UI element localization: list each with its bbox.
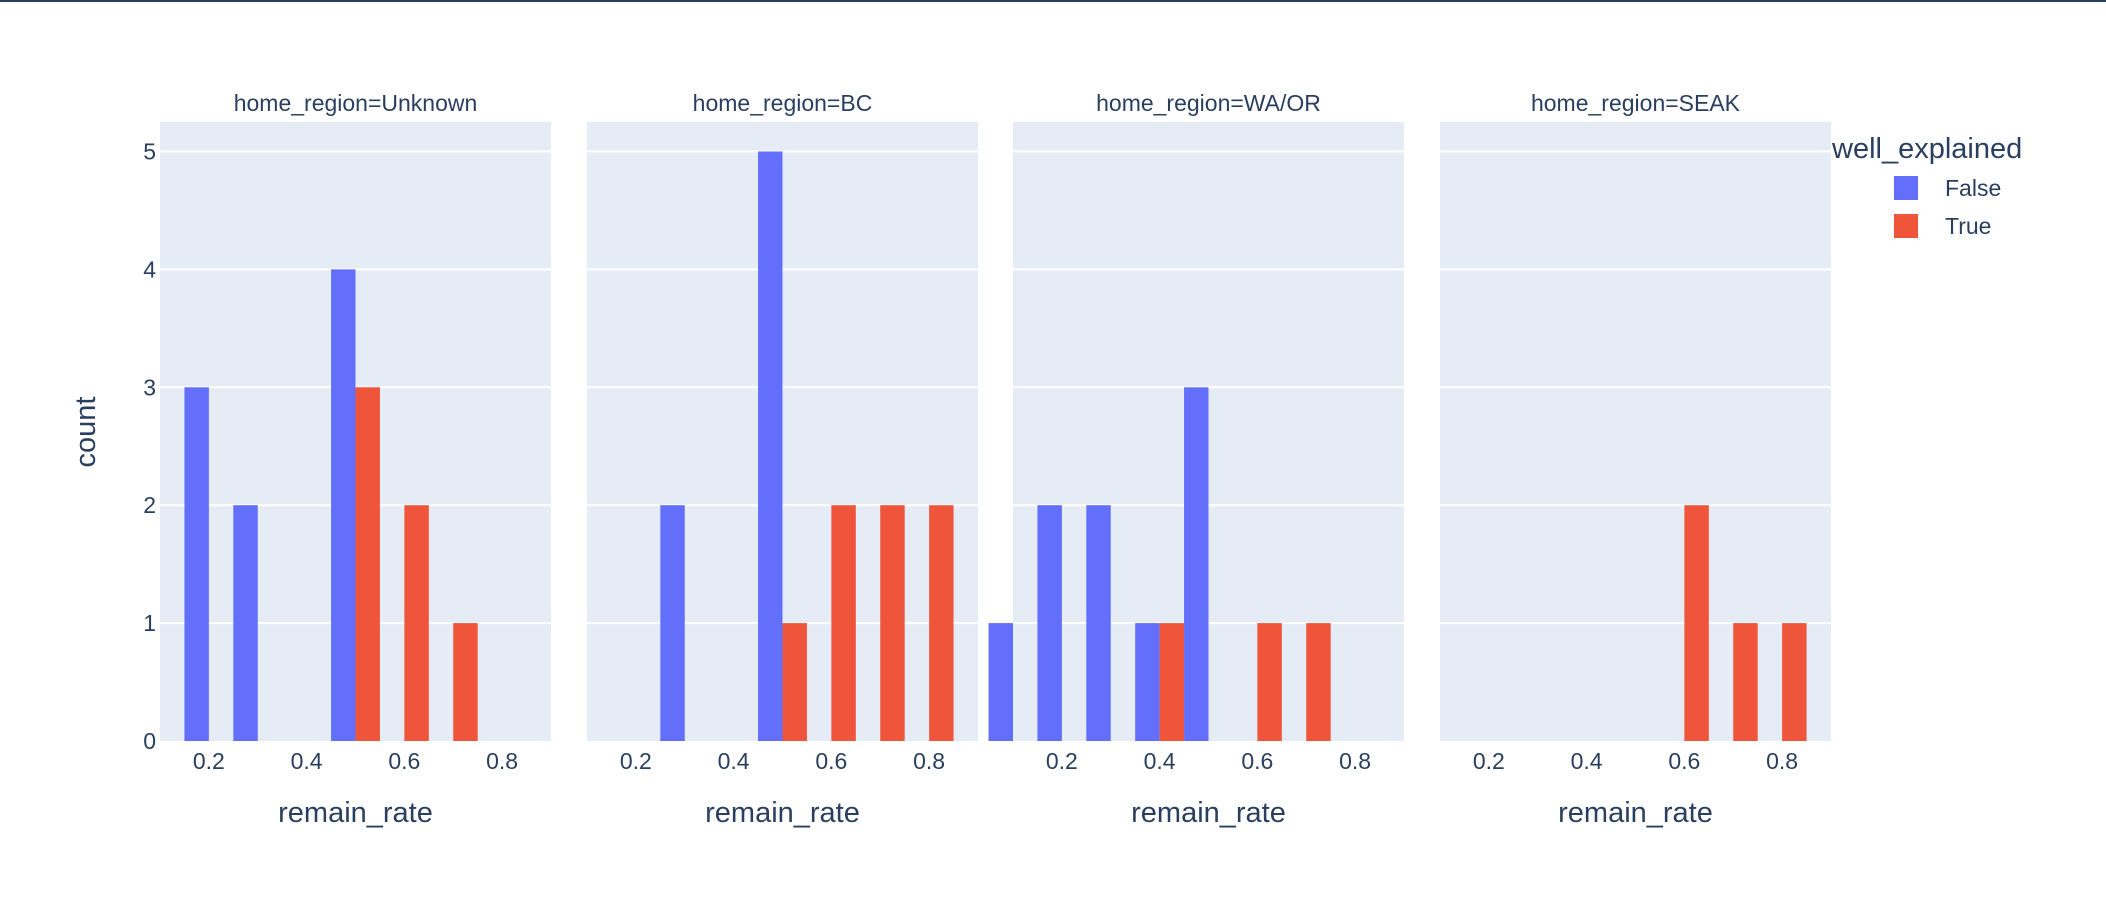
- x-tick-label: 0.8: [486, 748, 518, 774]
- legend-item: False: [1894, 175, 2001, 201]
- facet-title: home_region=SEAK: [1531, 90, 1741, 116]
- legend-item: True: [1894, 213, 1991, 239]
- y-tick-label: 2: [143, 492, 156, 518]
- facet-panel: home_region=Unknown 0.2 0.4 0.6 0.8 remain_ra…: [143, 90, 551, 829]
- legend-label: False: [1945, 175, 2001, 201]
- legend-swatch: [1894, 176, 1918, 200]
- legend-swatch: [1894, 214, 1918, 238]
- x-tick-label: 0.2: [193, 748, 225, 774]
- y-tick-label: 1: [143, 610, 156, 636]
- facet-panel: home_region=BC 0.2 0.4 0.6 0.8 remain_rate: [587, 90, 978, 829]
- bar: [355, 387, 380, 741]
- bar: [1257, 623, 1282, 741]
- facet-title: home_region=BC: [693, 90, 873, 116]
- x-tick-label: 0.6: [815, 748, 847, 774]
- facets-group: home_region=Unknown 0.2 0.4 0.6 0.8 remain_ra…: [143, 90, 1831, 829]
- facet-panel: home_region=WA/OR 0.2 0.4 0.6 0.8 remain_rate: [988, 90, 1404, 829]
- y-tick-label: 5: [143, 138, 156, 164]
- y-tick-label: 3: [143, 374, 156, 400]
- bar: [1733, 623, 1758, 741]
- bar: [1037, 505, 1062, 741]
- bar: [1159, 623, 1185, 741]
- legend: well_explained False True: [1831, 133, 2022, 239]
- bar: [404, 505, 429, 741]
- bar: [331, 269, 356, 741]
- bar: [988, 623, 1013, 741]
- bar: [233, 505, 258, 741]
- facet-panel: home_region=SEAK 0.2 0.4 0.6 0.8 remain_rate: [1440, 90, 1831, 829]
- bar: [782, 623, 807, 741]
- plot-background: [1440, 122, 1831, 741]
- bar: [880, 505, 905, 741]
- legend-label: True: [1945, 213, 1991, 239]
- x-tick-label: 0.8: [1766, 748, 1798, 774]
- x-tick-label: 0.4: [291, 748, 323, 774]
- bar: [1306, 623, 1331, 741]
- x-tick-label: 0.6: [1241, 748, 1273, 774]
- bar: [1184, 387, 1209, 741]
- bar: [831, 505, 856, 741]
- top-border: [0, 0, 2106, 2]
- x-tick-label: 0.4: [1144, 748, 1176, 774]
- x-tick-label: 0.8: [1339, 748, 1371, 774]
- x-axis-title: remain_rate: [1131, 797, 1286, 829]
- legend-title: well_explained: [1831, 133, 2022, 165]
- x-tick-label: 0.6: [1668, 748, 1700, 774]
- bar: [929, 505, 954, 741]
- bar: [453, 623, 478, 741]
- x-axis-title: remain_rate: [1558, 797, 1713, 829]
- x-axis-title: remain_rate: [278, 797, 433, 829]
- bar: [184, 387, 209, 741]
- x-axis-title: remain_rate: [705, 797, 860, 829]
- y-tick-label: 0: [143, 728, 156, 754]
- x-tick-label: 0.2: [1473, 748, 1505, 774]
- bar: [1086, 505, 1111, 741]
- bar: [660, 505, 685, 741]
- bar: [758, 151, 783, 741]
- x-tick-label: 0.2: [1046, 748, 1078, 774]
- legend-items: False True: [1894, 175, 2001, 239]
- x-tick-label: 0.2: [620, 748, 652, 774]
- x-tick-label: 0.4: [718, 748, 750, 774]
- x-tick-label: 0.6: [388, 748, 420, 774]
- x-tick-label: 0.8: [913, 748, 945, 774]
- facet-title: home_region=WA/OR: [1096, 90, 1321, 116]
- y-axis-title: count: [70, 397, 102, 468]
- y-tick-label: 4: [143, 256, 156, 282]
- facet-title: home_region=Unknown: [234, 90, 478, 116]
- bar: [1782, 623, 1807, 741]
- bar: [1135, 623, 1160, 741]
- x-tick-label: 0.4: [1571, 748, 1603, 774]
- bar: [1684, 505, 1709, 741]
